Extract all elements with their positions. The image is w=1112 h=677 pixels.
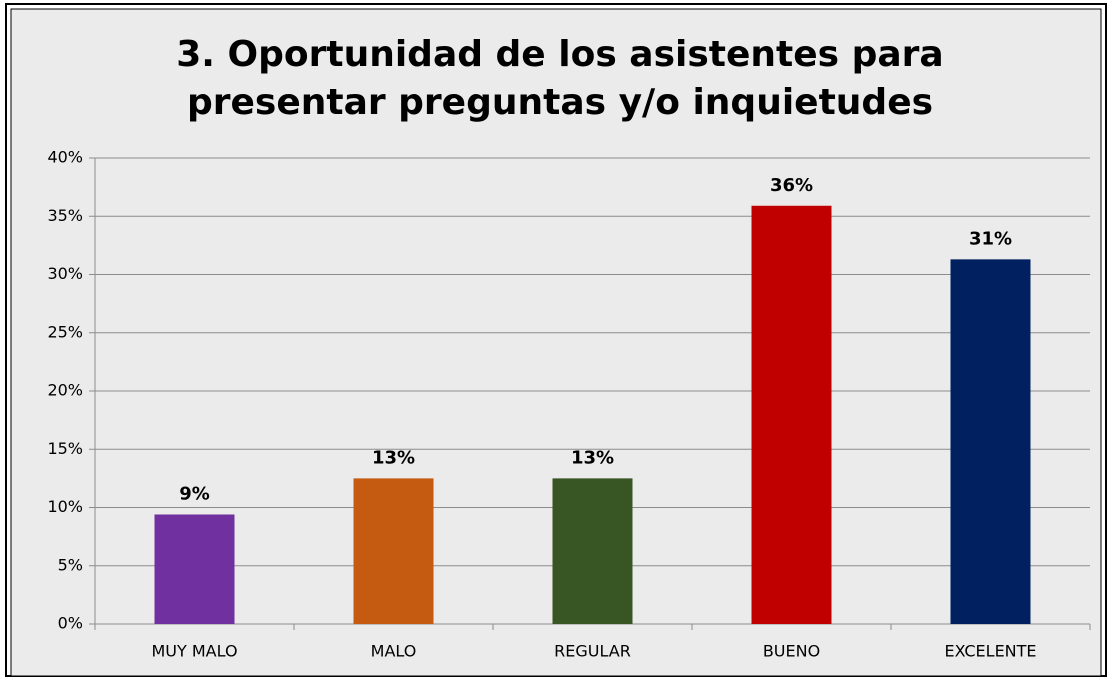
bar	[353, 478, 434, 624]
bar	[552, 478, 633, 624]
y-tick-label: 5%	[58, 555, 83, 574]
y-tick-label: 10%	[47, 497, 83, 516]
x-tick-label: MALO	[371, 642, 417, 661]
chart-title: 3. Oportunidad de los asistentes para	[176, 34, 943, 75]
x-tick-label: EXCELENTE	[944, 642, 1036, 661]
value-label: 31%	[969, 228, 1012, 249]
y-tick-label: 0%	[58, 614, 83, 633]
x-tick-label: REGULAR	[554, 642, 631, 661]
value-label: 9%	[179, 483, 210, 504]
y-tick-label: 40%	[47, 148, 83, 167]
x-tick-label: MUY MALO	[151, 642, 237, 661]
y-tick-label: 15%	[47, 439, 83, 458]
chart-title: presentar preguntas y/o inquietudes	[187, 82, 933, 123]
y-tick-label: 35%	[47, 206, 83, 225]
bar	[950, 259, 1031, 624]
y-tick-label: 30%	[47, 264, 83, 283]
bar	[154, 514, 235, 624]
x-tick-label: BUENO	[763, 642, 820, 661]
value-label: 36%	[770, 175, 813, 196]
y-tick-label: 20%	[47, 381, 83, 400]
value-label: 13%	[372, 447, 415, 468]
value-label: 13%	[571, 447, 614, 468]
bar	[751, 205, 832, 624]
y-tick-label: 25%	[47, 322, 83, 341]
